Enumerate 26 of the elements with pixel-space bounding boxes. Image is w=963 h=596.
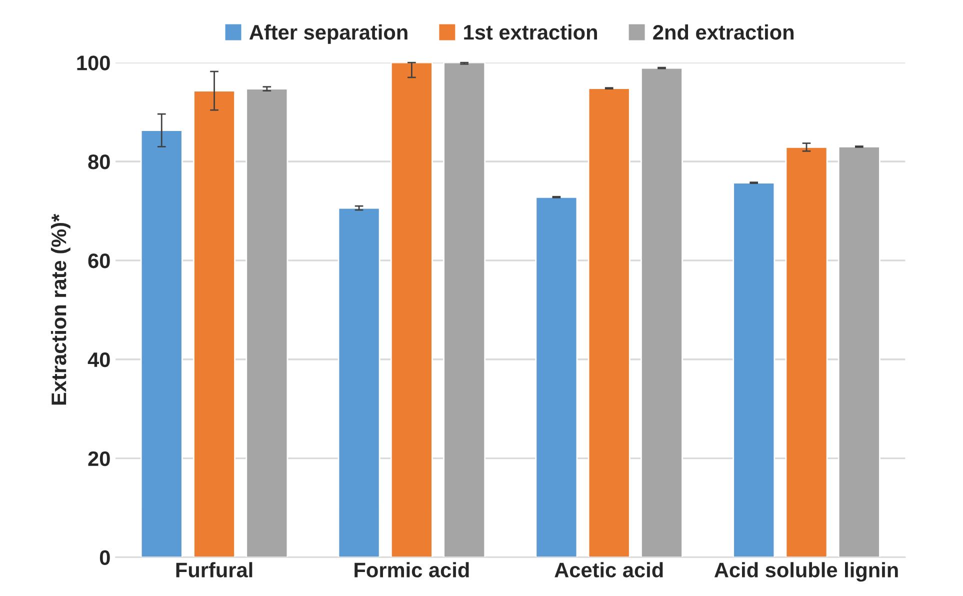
bar	[193, 90, 236, 558]
legend-label: After separation	[249, 24, 408, 44]
bar	[140, 130, 183, 558]
x-tick-label: Furfural	[176, 562, 252, 578]
bar	[246, 88, 288, 558]
bar	[443, 62, 486, 558]
y-tick-label: 20	[88, 451, 110, 466]
y-axis-title: Extraction rate (%)*	[50, 214, 70, 405]
y-tick-label: 100	[77, 56, 110, 70]
bar	[338, 207, 380, 558]
bar	[838, 146, 880, 558]
y-tick-label: 60	[88, 253, 110, 268]
x-tick-label: Acetic acid	[554, 562, 663, 578]
bar	[588, 88, 630, 558]
legend-label: 1st extraction	[464, 24, 597, 40]
bar	[732, 182, 776, 558]
bar	[535, 196, 578, 558]
y-tick-label: 40	[88, 352, 110, 368]
x-tick-label: Formic acid	[354, 562, 469, 578]
legend-label: 2nd extraction	[653, 24, 794, 40]
y-tick-label: 80	[88, 154, 110, 170]
x-tick-label: Acid soluble lignin	[714, 562, 898, 582]
y-tick-label: 0	[100, 550, 110, 566]
bar	[640, 67, 683, 558]
bar	[390, 62, 433, 558]
bar	[785, 146, 828, 558]
